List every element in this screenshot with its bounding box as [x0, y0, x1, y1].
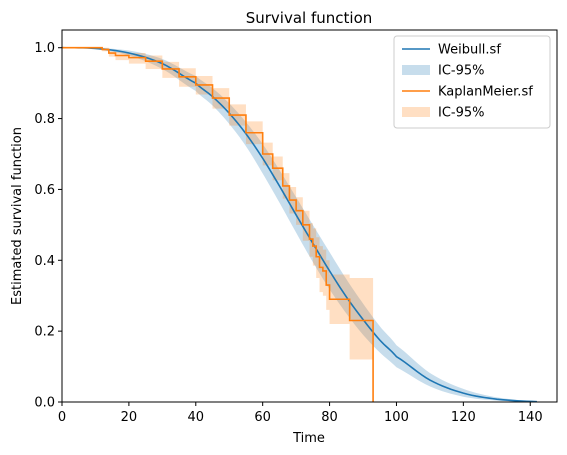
x-tick-label: 120	[451, 410, 476, 425]
x-axis-title: Time	[292, 431, 325, 446]
x-tick-label: 0	[58, 410, 66, 425]
legend: Weibull.sf IC-95% KaplanMeier.sf IC-95%	[393, 35, 551, 129]
y-tick-label: 0.6	[34, 183, 55, 198]
x-tick-label: 40	[188, 410, 205, 425]
chart-title: Survival function	[246, 9, 373, 27]
legend-band-swatch	[402, 107, 430, 117]
y-tick-label: 0.2	[34, 325, 55, 340]
kaplan_meier-line	[62, 46, 374, 402]
plot-frame	[61, 29, 558, 403]
plot-area	[61, 46, 537, 403]
x-tick-label: 100	[384, 410, 409, 425]
weibull-ci-band	[62, 47, 537, 403]
legend-label: Weibull.sf	[438, 43, 501, 58]
series-lines	[61, 46, 537, 403]
x-tick-label: 80	[321, 410, 338, 425]
y-tick-label: 1.0	[34, 41, 55, 56]
x-tick-label: 140	[518, 410, 543, 425]
legend-items: Weibull.sf IC-95% KaplanMeier.sf IC-95%	[402, 43, 533, 121]
y-tick-label: 0.4	[34, 254, 55, 269]
legend-label: IC-95%	[438, 64, 485, 79]
x-tick-label: 60	[254, 410, 271, 425]
legend-band-swatch	[402, 65, 430, 75]
x-tick-label: 20	[121, 410, 138, 425]
y-axis-title: Estimated survival function	[10, 127, 25, 305]
y-tick-label: 0.0	[34, 396, 55, 411]
x-axis: 0 20 40 60 80 100 120 140	[58, 402, 543, 425]
confidence-bands	[62, 47, 537, 403]
y-tick-label: 0.8	[34, 112, 55, 127]
legend-label: IC-95%	[438, 106, 485, 121]
y-axis: 0.0 0.2 0.4 0.6 0.8 1.0	[34, 41, 62, 411]
legend-label: KaplanMeier.sf	[438, 85, 533, 100]
legend-box	[393, 35, 551, 129]
